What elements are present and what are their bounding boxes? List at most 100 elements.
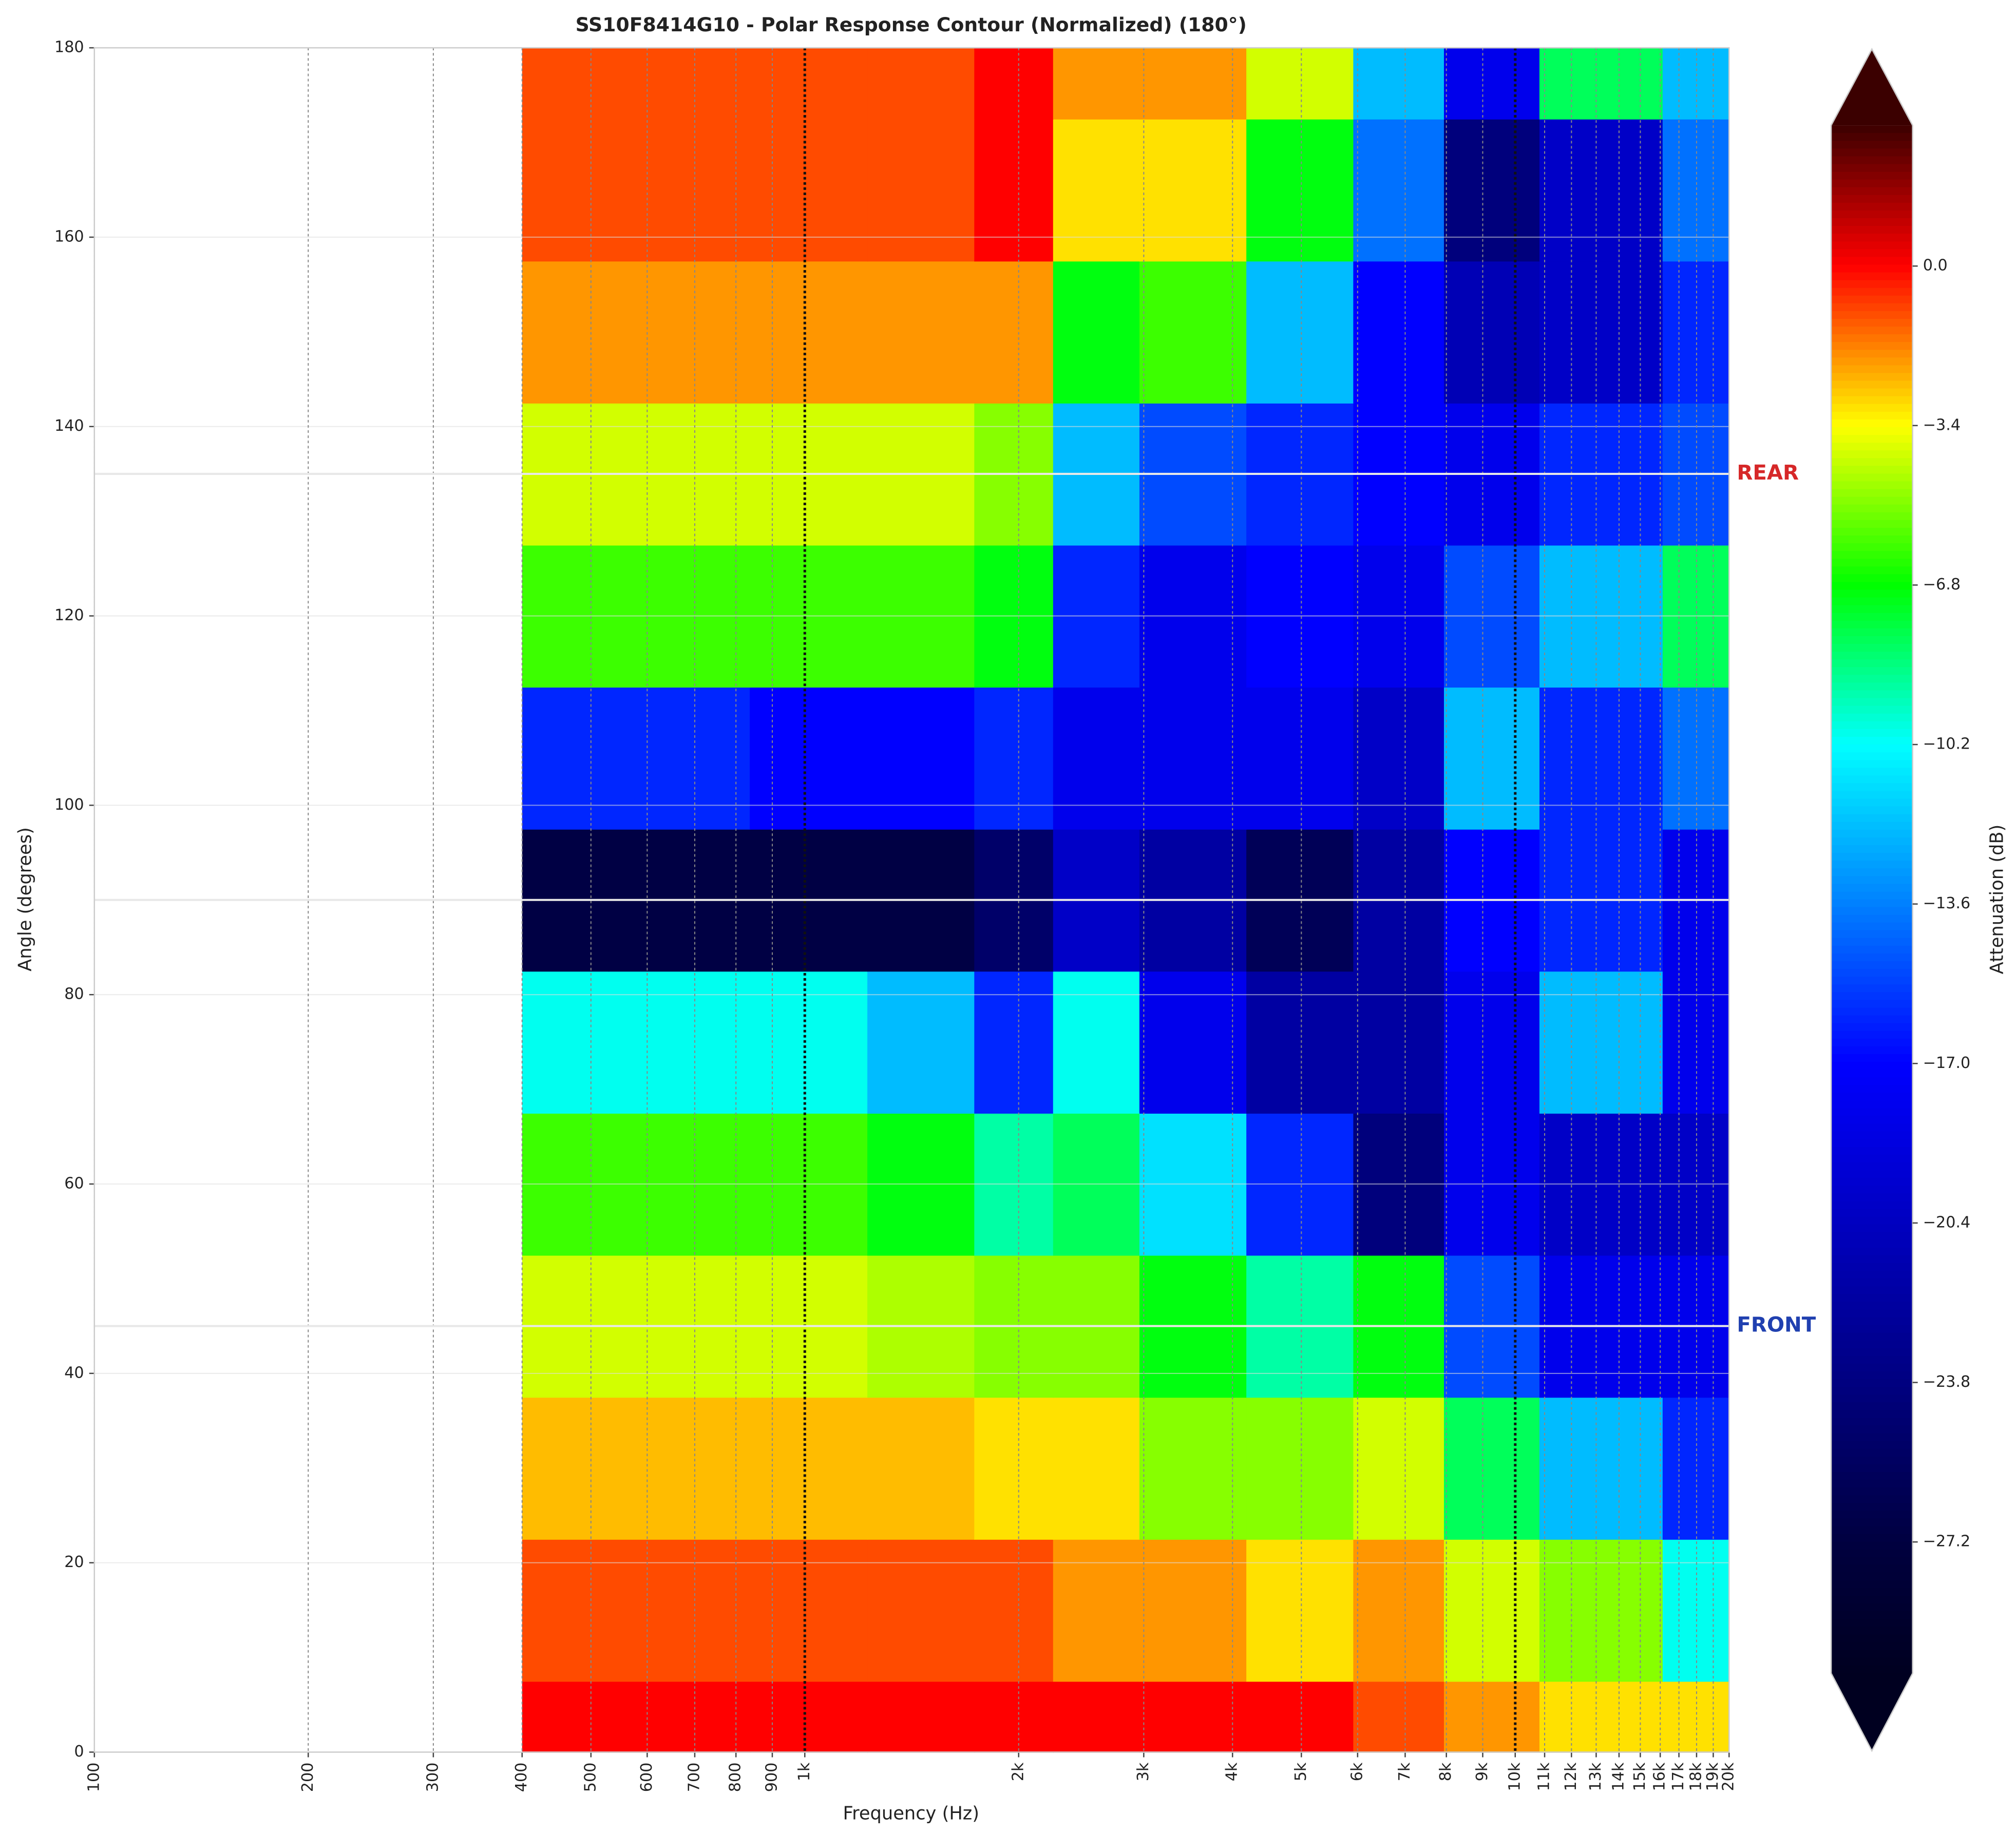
x-tick-label: 600 (638, 1763, 656, 1792)
colorbar-segment (1831, 589, 1913, 599)
colorbar-segment (1831, 1611, 1913, 1620)
colorbar-segment (1831, 1100, 1913, 1110)
heatmap-cell (1139, 686, 1247, 830)
colorbar-segment (1831, 930, 1913, 939)
x-tick-label: 800 (727, 1763, 745, 1792)
colorbar-segment (1831, 187, 1913, 196)
colorbar-segment (1831, 1302, 1913, 1310)
heatmap-cell (1443, 686, 1540, 830)
colorbar-segment (1831, 907, 1913, 916)
heatmap-cell (522, 48, 610, 120)
colorbar-segment (1831, 156, 1913, 165)
heatmap-cell (750, 1397, 868, 1540)
heatmap-cell (750, 1539, 868, 1682)
x-tick-label: 5k (1292, 1762, 1310, 1781)
heatmap-cell (522, 971, 610, 1114)
heatmap-cell (1539, 1397, 1664, 1540)
colorbar-segment (1831, 327, 1913, 335)
colorbar-segment (1831, 380, 1913, 390)
colorbar-segment (1831, 1557, 1913, 1566)
colorbar-segment (1831, 1456, 1913, 1465)
heatmap-cell (1353, 1539, 1445, 1682)
colorbar-segment (1831, 837, 1913, 846)
x-tick-label: 14k (1609, 1762, 1627, 1791)
heatmap-cell (1246, 971, 1354, 1114)
heatmap-cell (1353, 48, 1445, 120)
heatmap-cell (1539, 48, 1664, 120)
colorbar-segment (1831, 1054, 1913, 1063)
y-tick-label: 180 (54, 39, 84, 56)
x-tick-label: 6k (1348, 1762, 1366, 1781)
colorbar-segment (1831, 845, 1913, 854)
colorbar-segment (1831, 1224, 1913, 1233)
colorbar-extend-bottom (1831, 1673, 1913, 1751)
colorbar-segment (1831, 527, 1913, 537)
x-tick-label: 700 (685, 1763, 703, 1792)
colorbar-segment (1831, 1634, 1913, 1644)
y-tick-label: 80 (64, 985, 84, 1003)
colorbar-segment (1831, 1433, 1913, 1442)
colorbar-segment (1831, 350, 1913, 358)
colorbar-segment (1831, 984, 1913, 993)
colorbar-segment (1831, 125, 1913, 134)
heatmap-cell (1353, 971, 1445, 1114)
heatmap-cell (1139, 1397, 1247, 1540)
heatmap-cell (1053, 1539, 1140, 1682)
colorbar-segment (1831, 1131, 1913, 1140)
colorbar-segment (1831, 667, 1913, 676)
colorbar-segment (1831, 1085, 1913, 1094)
heatmap-cell (1053, 1397, 1140, 1540)
heatmap-cell (1443, 48, 1540, 120)
colorbar-segment (1831, 853, 1913, 862)
colorbar-segment (1831, 752, 1913, 761)
colorbar-segment (1831, 373, 1913, 382)
x-tick-label: 1k (795, 1762, 813, 1781)
colorbar-segment (1831, 318, 1913, 328)
colorbar-tick-label: −20.4 (1923, 1213, 1971, 1231)
colorbar-segment (1831, 736, 1913, 746)
colorbar-label: Attenuation (dB) (1987, 825, 2008, 975)
colorbar-segment (1831, 1193, 1913, 1202)
colorbar-segment (1831, 1162, 1913, 1171)
heatmap-cell (1539, 119, 1664, 262)
y-tick-label: 20 (64, 1553, 84, 1571)
colorbar-segment (1831, 520, 1913, 529)
heatmap-cell (1539, 261, 1664, 404)
colorbar-segment (1831, 141, 1913, 149)
colorbar-segment (1831, 659, 1913, 668)
colorbar-segment (1831, 1588, 1913, 1597)
colorbar-segment (1831, 249, 1913, 258)
colorbar-frame (1830, 47, 1913, 1752)
colorbar-segment (1831, 620, 1913, 629)
colorbar-segment (1831, 1317, 1913, 1326)
heatmap-cell (974, 686, 1054, 830)
colorbar-segment (1831, 636, 1913, 645)
colorbar-segment (1831, 899, 1913, 908)
heatmap-cell (1443, 261, 1540, 404)
heatmap-cell (867, 686, 975, 830)
heatmap-cell (608, 261, 751, 404)
colorbar-segment (1831, 1030, 1913, 1040)
colorbar-segment (1831, 1503, 1913, 1512)
colorbar-segment (1831, 1371, 1913, 1380)
annotation: FRONT (1737, 1313, 1816, 1337)
colorbar-segment (1831, 1526, 1913, 1535)
colorbar-segment (1831, 791, 1913, 800)
colorbar-segment (1831, 566, 1913, 575)
colorbar-segment (1831, 536, 1913, 544)
colorbar-segment (1831, 1093, 1913, 1101)
colorbar-segment (1831, 1046, 1913, 1055)
heatmap-cell (1539, 1681, 1664, 1753)
colorbar-segment (1831, 783, 1913, 792)
colorbar-segment (1831, 404, 1913, 413)
x-tick-label: 7k (1396, 1762, 1414, 1781)
colorbar-segment (1831, 1232, 1913, 1241)
colorbar-segment (1831, 1186, 1913, 1194)
heatmap-cell (867, 1681, 975, 1753)
colorbar-segment (1831, 458, 1913, 467)
colorbar-segment (1831, 1000, 1913, 1009)
annotation: REAR (1737, 461, 1799, 485)
colorbar-tick-label: −23.8 (1923, 1373, 1971, 1391)
colorbar-segment (1831, 1642, 1913, 1651)
heatmap-cell (1246, 1539, 1354, 1682)
